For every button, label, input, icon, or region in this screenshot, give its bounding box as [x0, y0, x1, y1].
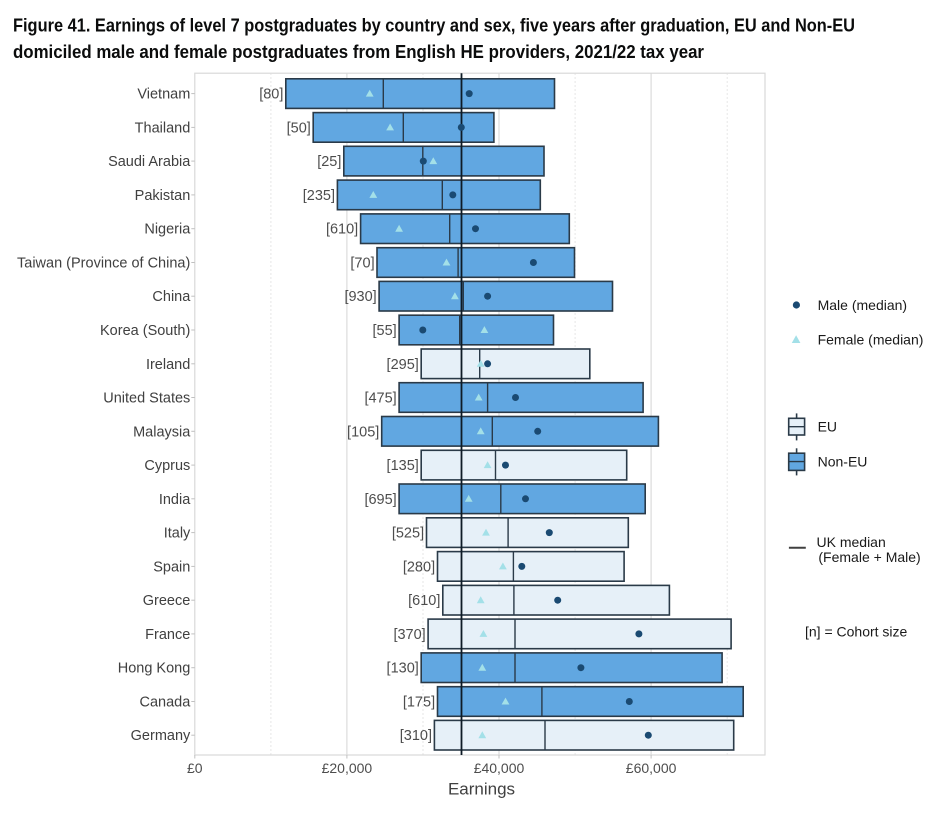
svg-text:[70]: [70]	[350, 256, 374, 272]
svg-text:[370]: [370]	[393, 627, 425, 643]
svg-text:[525]: [525]	[392, 526, 424, 542]
svg-text:[135]: [135]	[387, 458, 419, 474]
svg-text:[930]: [930]	[344, 289, 376, 305]
svg-text:EU: EU	[818, 419, 837, 435]
svg-text:Canada: Canada	[140, 695, 192, 711]
svg-text:[610]: [610]	[326, 222, 358, 238]
svg-text:[n] = Cohort size: [n] = Cohort size	[805, 624, 908, 640]
svg-text:£40,000: £40,000	[474, 760, 525, 776]
svg-text:£0: £0	[187, 760, 203, 776]
svg-text:[695]: [695]	[364, 492, 396, 508]
svg-text:United States: United States	[103, 391, 190, 407]
svg-text:Male (median): Male (median)	[818, 297, 907, 313]
svg-text:[105]: [105]	[347, 424, 379, 440]
svg-text:[25]: [25]	[317, 154, 341, 170]
svg-text:[175]: [175]	[403, 695, 435, 711]
svg-text:Thailand: Thailand	[135, 120, 191, 136]
svg-text:[55]: [55]	[373, 323, 397, 339]
svg-text:Vietnam: Vietnam	[137, 87, 190, 103]
svg-text:Spain: Spain	[153, 559, 190, 575]
svg-text:India: India	[159, 492, 191, 508]
svg-text:[50]: [50]	[287, 120, 311, 136]
svg-text:Korea (South): Korea (South)	[100, 323, 190, 339]
svg-text:£20,000: £20,000	[322, 760, 373, 776]
svg-text:Germany: Germany	[131, 728, 191, 744]
svg-text:Ireland: Ireland	[146, 357, 190, 373]
svg-text:France: France	[145, 627, 190, 643]
svg-text:[130]: [130]	[387, 661, 419, 677]
svg-text:domiciled male and female post: domiciled male and female postgraduates …	[13, 41, 704, 62]
svg-text:[295]: [295]	[387, 357, 419, 373]
svg-text:[610]: [610]	[408, 593, 440, 609]
svg-text:Female (median): Female (median)	[818, 332, 924, 348]
svg-text:Greece: Greece	[143, 593, 191, 609]
svg-text:Cyprus: Cyprus	[144, 458, 190, 474]
svg-text:UK median: UK median	[817, 534, 886, 550]
svg-text:Non-EU: Non-EU	[818, 454, 868, 470]
svg-text:[280]: [280]	[403, 559, 435, 575]
svg-text:[235]: [235]	[303, 188, 335, 204]
svg-text:Italy: Italy	[164, 526, 191, 542]
svg-text:[310]: [310]	[400, 728, 432, 744]
svg-text:[475]: [475]	[364, 391, 396, 407]
svg-text:Pakistan: Pakistan	[135, 188, 191, 204]
svg-text:Malaysia: Malaysia	[133, 424, 191, 440]
svg-text:Taiwan (Province of China): Taiwan (Province of China)	[17, 256, 190, 272]
svg-text:£60,000: £60,000	[626, 760, 677, 776]
svg-text:Saudi Arabia: Saudi Arabia	[108, 154, 191, 170]
svg-text:Hong Kong: Hong Kong	[118, 661, 191, 677]
svg-text:(Female + Male): (Female + Male)	[818, 549, 920, 565]
svg-text:Figure 41. Earnings of level 7: Figure 41. Earnings of level 7 postgradu…	[13, 14, 855, 35]
svg-text:Earnings: Earnings	[448, 780, 515, 799]
svg-text:[80]: [80]	[259, 87, 283, 103]
svg-text:China: China	[152, 289, 191, 305]
svg-text:Nigeria: Nigeria	[144, 222, 191, 238]
